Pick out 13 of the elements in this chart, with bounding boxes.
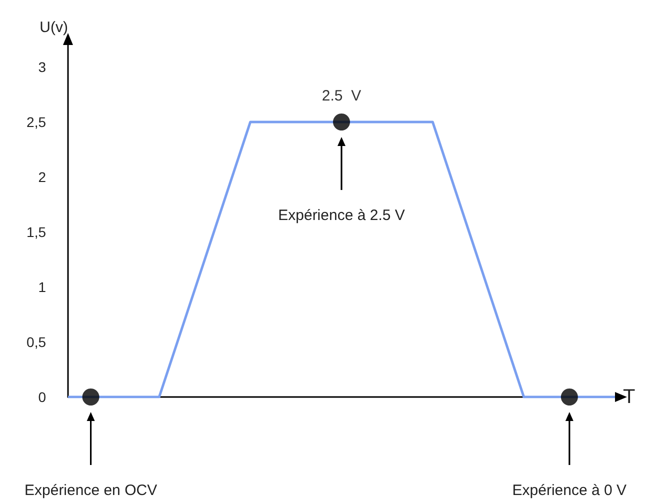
- y-axis-title: U(v): [40, 19, 68, 36]
- y-tick-label: 1: [38, 279, 46, 295]
- data-label: 2.5 V: [322, 88, 362, 104]
- y-tick-label: 2: [38, 169, 46, 185]
- y-tick-label: 0: [38, 389, 46, 405]
- y-tick-label: 3: [38, 59, 46, 75]
- text: Expérience à 0 V: [512, 482, 627, 499]
- x-axis-title: T: [623, 386, 636, 408]
- y-tick-label: 0,5: [26, 334, 46, 350]
- annotation: Expérience à 2.5 V: [278, 207, 405, 224]
- y-tick-label: 1,5: [26, 224, 46, 240]
- y-tick-label: 2,5: [26, 114, 46, 130]
- text: Expérience en OCV: [24, 482, 158, 499]
